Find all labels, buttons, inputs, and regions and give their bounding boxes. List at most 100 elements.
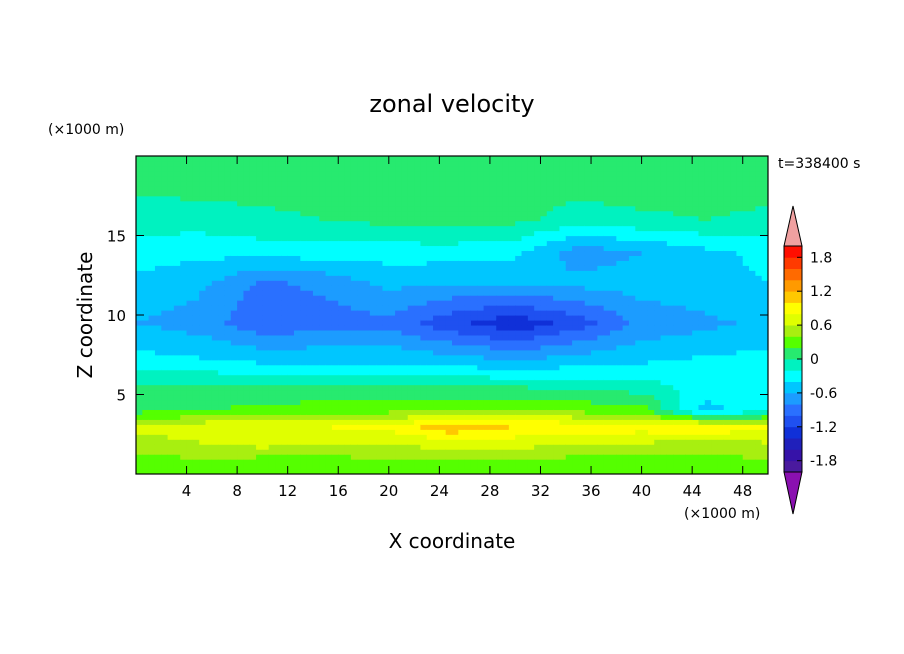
field-cell <box>603 250 611 256</box>
field-cell <box>534 469 542 474</box>
field-cell <box>192 364 200 371</box>
field-cell <box>477 265 485 271</box>
field-cell <box>534 429 542 435</box>
field-cell <box>452 449 459 455</box>
field-cell <box>584 459 592 465</box>
field-cell <box>445 160 453 167</box>
field-cell <box>616 319 624 326</box>
field-cell <box>515 230 523 237</box>
field-cell <box>363 339 371 346</box>
field-cell <box>376 319 384 326</box>
field-cell <box>363 379 371 386</box>
field-cell <box>515 434 523 440</box>
field-cell <box>464 384 472 391</box>
field-cell <box>344 156 352 162</box>
field-cell <box>205 285 213 291</box>
field-cell <box>167 379 175 386</box>
field-cell <box>154 409 162 415</box>
field-cell <box>578 275 586 281</box>
field-cell <box>312 195 320 202</box>
field-cell <box>275 295 282 301</box>
field-cell <box>142 165 150 172</box>
field-cell <box>287 245 295 252</box>
field-cell <box>268 449 276 455</box>
field-cell <box>275 434 282 440</box>
field-cell <box>527 369 535 376</box>
field-cell <box>515 379 523 386</box>
field-cell <box>243 394 251 401</box>
field-cell <box>458 439 466 445</box>
field-cell <box>584 220 592 227</box>
field-cell <box>597 185 605 192</box>
field-cell <box>369 449 377 455</box>
field-cell <box>445 156 453 162</box>
field-cell <box>559 359 567 366</box>
field-cell <box>154 165 162 172</box>
field-cell <box>610 225 617 232</box>
field-cell <box>584 250 592 256</box>
field-cell <box>369 349 377 356</box>
field-cell <box>496 310 504 316</box>
field-cell <box>256 245 263 252</box>
field-cell <box>350 195 358 202</box>
field-cell <box>616 359 624 366</box>
field-cell <box>470 285 478 291</box>
field-cell <box>205 424 213 430</box>
field-cell <box>224 285 232 291</box>
field-cell <box>357 270 365 276</box>
field-cell <box>458 310 466 316</box>
field-cell <box>527 175 535 182</box>
field-cell <box>489 459 497 465</box>
field-cell <box>546 255 554 261</box>
field-cell <box>148 324 156 331</box>
field-cell <box>268 300 276 306</box>
field-cell <box>382 245 390 252</box>
field-cell <box>294 180 301 187</box>
field-cell <box>496 210 504 217</box>
field-cell <box>275 409 282 415</box>
field-cell <box>610 305 617 311</box>
field-cell <box>616 434 624 440</box>
field-cell <box>243 156 251 162</box>
field-cell <box>395 270 403 276</box>
field-cell <box>521 414 529 420</box>
field-cell <box>325 220 333 227</box>
field-cell <box>546 454 554 460</box>
field-cell <box>256 190 263 197</box>
field-cell <box>319 240 327 247</box>
field-cell <box>458 364 466 371</box>
field-cell <box>294 240 301 247</box>
field-cell <box>521 339 529 346</box>
field-cell <box>477 295 485 301</box>
field-cell <box>572 175 579 182</box>
field-cell <box>559 444 567 450</box>
field-cell <box>414 349 421 356</box>
field-cell <box>230 319 238 326</box>
field-cell <box>521 180 529 187</box>
field-cell <box>452 310 459 316</box>
field-cell <box>508 419 516 425</box>
field-cell <box>376 245 384 252</box>
field-cell <box>553 200 561 207</box>
field-cell <box>325 200 333 207</box>
field-cell <box>572 260 579 266</box>
field-cell <box>502 389 510 396</box>
field-cell <box>414 300 421 306</box>
field-cell <box>395 245 403 252</box>
field-cell <box>470 329 478 336</box>
field-cell <box>161 369 169 376</box>
field-cell <box>496 290 504 296</box>
field-cell <box>262 225 270 232</box>
field-cell <box>464 275 472 281</box>
field-cell <box>281 235 289 242</box>
field-cell <box>578 439 586 445</box>
field-cell <box>559 156 567 162</box>
field-cell <box>312 160 320 167</box>
field-cell <box>167 265 175 271</box>
field-cell <box>407 369 415 376</box>
field-cell <box>180 295 188 301</box>
field-cell <box>572 329 579 336</box>
field-cell <box>414 250 421 256</box>
field-cell <box>306 419 314 425</box>
field-cell <box>445 290 453 296</box>
